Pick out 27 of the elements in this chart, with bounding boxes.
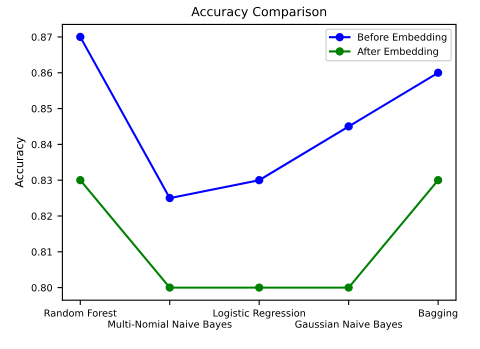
point <box>166 194 174 202</box>
y-tick-label: 0.85 <box>32 105 52 112</box>
y-tick-label: 0.80 <box>32 284 52 292</box>
point <box>166 283 174 292</box>
y-tick-label: 0.87 <box>32 33 52 41</box>
x-tick-label: Gaussian Naive Bayes <box>295 320 402 330</box>
x-tick-label: Multi-Nomial Naive Bayes <box>108 320 232 330</box>
point <box>255 283 264 292</box>
point <box>76 32 84 42</box>
y-tick-label: 0.83 <box>32 176 52 184</box>
point <box>76 176 84 184</box>
y-axis-title: Accuracy <box>15 137 26 188</box>
point <box>344 122 353 131</box>
y-tick-label: 0.86 <box>32 69 52 77</box>
chart-title: Accuracy Comparison <box>191 6 326 19</box>
x-tick-label: Random Forest <box>44 309 117 317</box>
legend-label: After Embedding <box>357 47 438 57</box>
point <box>255 176 264 184</box>
legend-label: Before Embedding <box>358 33 446 43</box>
y-tick-label: 0.81 <box>32 248 52 256</box>
y-tick-label: 0.84 <box>32 140 52 148</box>
y-tick-label: 0.82 <box>32 212 52 220</box>
x-tick-label: Bagging <box>419 309 458 319</box>
x-tick-label: Logistic Regression <box>214 309 305 319</box>
point <box>434 176 442 184</box>
point <box>434 68 442 77</box>
point <box>344 283 353 292</box>
